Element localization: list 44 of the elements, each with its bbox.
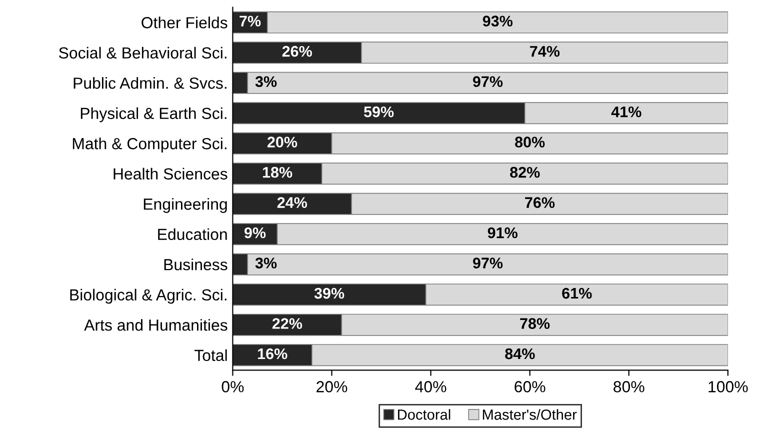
y-tick-label: Business xyxy=(164,258,228,270)
data-label: 3% xyxy=(255,258,277,268)
x-tick-label: 60% xyxy=(514,381,546,392)
data-label: 74% xyxy=(530,46,560,57)
data-label: 84% xyxy=(505,348,535,360)
data-label: 61% xyxy=(562,288,592,299)
data-label: 41% xyxy=(611,106,642,118)
x-tick-label: 100% xyxy=(708,381,748,392)
data-label: 24% xyxy=(277,197,308,208)
data-label: 97% xyxy=(472,76,503,87)
y-tick-label: Engineering xyxy=(144,198,227,213)
data-label: 59% xyxy=(364,106,394,118)
data-label: 9% xyxy=(244,227,266,238)
y-tick-label: Health Sciences xyxy=(114,168,228,180)
x-tick-label: 20% xyxy=(316,381,348,392)
y-tick-label: Education xyxy=(158,228,227,240)
data-label: 91% xyxy=(488,227,518,238)
x-tick-label: 40% xyxy=(415,381,446,392)
data-label: 39% xyxy=(314,288,344,299)
data-label: 82% xyxy=(510,166,540,178)
y-tick-label: Physical & Earth Sci. xyxy=(80,107,226,122)
data-label: 20% xyxy=(267,136,298,148)
data-label: 22% xyxy=(272,318,302,329)
data-label: 76% xyxy=(525,197,555,208)
data-label: 93% xyxy=(482,16,513,27)
y-tick-label: Arts and Humanities xyxy=(84,319,228,331)
legend-label: Master's/Other xyxy=(482,409,577,420)
y-tick-label: Total xyxy=(194,349,227,362)
y-tick-label: Public Admin. & Svcs. xyxy=(74,77,226,89)
data-label: 7% xyxy=(240,16,261,26)
data-label: 3% xyxy=(255,76,277,88)
y-tick-label: Other Fields xyxy=(142,16,228,28)
x-tick-label: 80% xyxy=(614,381,644,392)
x-tick-label: 0% xyxy=(222,381,244,392)
legend-label: Doctoral xyxy=(398,409,450,420)
data-label: 97% xyxy=(472,258,503,268)
data-label: 80% xyxy=(515,136,545,148)
data-label: 26% xyxy=(282,46,312,57)
data-label: 16% xyxy=(258,348,288,360)
y-tick-label: Biological & Agric. Sci. xyxy=(70,288,226,304)
data-label: 18% xyxy=(262,166,292,178)
data-label: 78% xyxy=(520,318,550,329)
y-tick-label: Social & Behavioral Sci. xyxy=(59,46,226,59)
y-tick-label: Math & Computer Sci. xyxy=(72,138,226,152)
